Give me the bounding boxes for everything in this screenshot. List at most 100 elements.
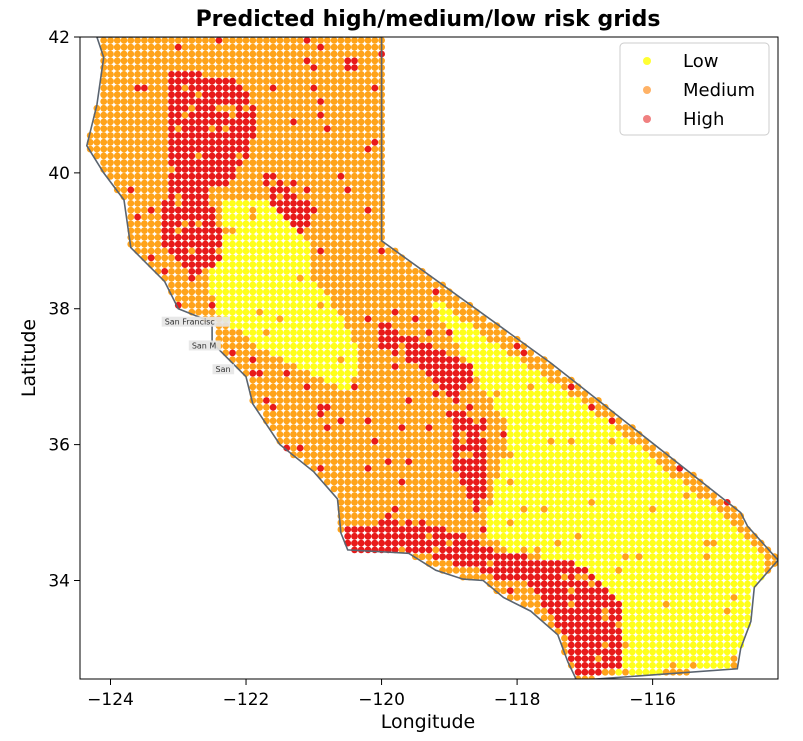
- grid-point-high: [452, 451, 460, 459]
- grid-point-medium: [344, 213, 352, 221]
- grid-point-low: [689, 505, 697, 513]
- grid-point-low: [296, 342, 304, 350]
- grid-point-medium: [337, 288, 345, 296]
- grid-point-medium: [337, 227, 345, 235]
- grid-point-medium: [357, 519, 365, 527]
- grid-point-medium: [303, 125, 311, 133]
- grid-point-medium: [303, 111, 311, 119]
- grid-point-medium: [113, 104, 121, 112]
- grid-point-medium: [296, 50, 304, 58]
- grid-point-medium: [391, 397, 399, 404]
- grid-point-medium: [371, 376, 379, 384]
- grid-point-high: [418, 356, 426, 364]
- grid-point-high: [466, 560, 474, 567]
- grid-point-medium: [418, 329, 426, 336]
- grid-point-low: [649, 526, 656, 533]
- grid-point-medium: [330, 485, 338, 493]
- grid-point-medium: [276, 132, 284, 139]
- grid-point-medium: [764, 560, 772, 567]
- grid-point-medium: [466, 505, 474, 513]
- grid-point-medium: [127, 172, 135, 180]
- grid-point-high: [215, 111, 223, 119]
- grid-point-medium: [283, 50, 291, 58]
- grid-point-medium: [405, 261, 413, 268]
- grid-point-high: [418, 363, 426, 370]
- grid-point-medium: [513, 594, 521, 601]
- grid-point-low: [256, 274, 263, 282]
- grid-point-medium: [317, 424, 324, 431]
- grid-point-low: [730, 580, 738, 588]
- grid-point-medium: [439, 465, 446, 472]
- grid-point-medium: [432, 281, 440, 289]
- grid-point-medium: [378, 254, 385, 262]
- grid-point-medium: [127, 91, 135, 99]
- grid-point-high: [391, 505, 399, 513]
- grid-point-medium: [310, 98, 318, 105]
- grid-point-medium: [310, 220, 318, 228]
- grid-point-medium: [235, 152, 243, 160]
- grid-point-medium: [276, 369, 284, 377]
- grid-point-medium: [432, 492, 440, 499]
- grid-point-high: [466, 431, 474, 438]
- grid-point-medium: [174, 200, 182, 207]
- grid-point-low: [588, 485, 595, 493]
- grid-point-medium: [337, 145, 345, 153]
- grid-point-medium: [405, 329, 413, 336]
- grid-point-low: [506, 458, 514, 465]
- grid-point-low: [534, 505, 541, 513]
- grid-point-medium: [486, 424, 494, 431]
- grid-point-low: [689, 641, 697, 649]
- grid-point-medium: [296, 417, 304, 425]
- grid-point-high: [466, 478, 474, 486]
- grid-point-medium: [432, 505, 440, 513]
- grid-point-high: [202, 186, 209, 194]
- grid-point-low: [303, 322, 311, 330]
- grid-point-medium: [310, 172, 318, 180]
- grid-point-low: [235, 254, 243, 262]
- grid-point-high: [466, 376, 474, 384]
- grid-point-low: [269, 335, 277, 343]
- grid-point-medium: [351, 444, 358, 452]
- grid-point-low: [696, 634, 704, 642]
- grid-point-low: [547, 403, 555, 411]
- grid-point-medium: [473, 417, 480, 425]
- grid-point-medium: [269, 410, 277, 418]
- grid-point-high: [473, 465, 480, 472]
- grid-point-medium: [120, 166, 128, 173]
- grid-point-high: [601, 634, 609, 642]
- grid-point-medium: [452, 512, 460, 520]
- grid-point-low: [500, 485, 507, 493]
- grid-point-medium: [249, 363, 257, 370]
- grid-point-high: [229, 98, 236, 105]
- grid-point-high: [202, 234, 209, 241]
- grid-point-low: [710, 628, 717, 635]
- grid-point-high: [276, 200, 284, 207]
- grid-point-high: [208, 227, 216, 235]
- grid-point-high: [276, 179, 284, 187]
- grid-point-low: [669, 505, 677, 513]
- grid-point-high: [384, 342, 392, 350]
- grid-point-medium: [215, 186, 223, 194]
- grid-point-medium: [323, 37, 331, 44]
- grid-point-high: [188, 234, 196, 241]
- grid-point-medium: [730, 655, 738, 662]
- grid-point-low: [615, 519, 623, 527]
- grid-point-high: [595, 594, 602, 601]
- grid-point-medium: [263, 356, 270, 364]
- grid-point-high: [486, 546, 494, 554]
- grid-point-low: [222, 213, 230, 221]
- grid-point-low: [310, 342, 318, 350]
- grid-point-low: [547, 519, 555, 527]
- grid-point-low: [628, 519, 636, 527]
- grid-point-low: [595, 478, 602, 486]
- grid-point-high: [202, 84, 209, 92]
- grid-point-medium: [202, 268, 209, 275]
- grid-point-high: [601, 600, 609, 608]
- grid-point-low: [710, 634, 717, 642]
- state-outline: [85, 37, 778, 679]
- grid-point-medium: [384, 356, 392, 364]
- grid-point-low: [669, 641, 677, 649]
- grid-point-low: [269, 288, 277, 296]
- grid-point-low: [635, 668, 643, 676]
- grid-point-low: [527, 539, 535, 547]
